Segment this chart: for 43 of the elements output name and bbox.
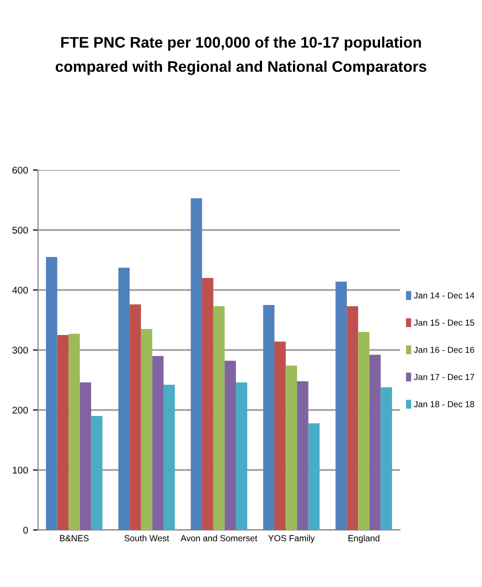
bar <box>91 416 102 530</box>
legend-label: Jan 16 - Dec 16 <box>414 346 474 353</box>
chart-title: FTE PNC Rate per 100,000 of the 10-17 population compared with Regional and National Comparators <box>56 36 426 76</box>
bar <box>164 384 175 530</box>
x-tick-label: YOS Family <box>268 534 315 544</box>
y-tick-label: 100 <box>12 466 28 474</box>
x-tick-label: B&NES <box>60 535 89 542</box>
bar <box>346 306 358 530</box>
y-tick-label: 0 <box>23 526 28 534</box>
bar <box>336 282 347 530</box>
bar <box>263 305 274 530</box>
bar <box>80 382 92 530</box>
bar <box>308 423 320 530</box>
bar <box>286 366 298 530</box>
bar <box>358 332 370 530</box>
bar <box>140 329 152 530</box>
bar <box>202 278 214 530</box>
bar <box>274 342 286 530</box>
legend-label: Jan 17 - Dec 17 <box>414 374 474 380</box>
bar <box>46 257 58 530</box>
y-tick-label: 600 <box>12 166 28 174</box>
x-tick-label: South West <box>124 534 170 542</box>
x-tick-label: England <box>348 534 380 544</box>
y-tick-label: 500 <box>12 226 28 234</box>
y-tick-label: 300 <box>12 346 28 354</box>
bar <box>190 198 202 530</box>
bar <box>213 306 225 530</box>
bar <box>57 335 69 530</box>
bar <box>380 387 392 530</box>
bar <box>369 354 381 530</box>
y-tick-label: 200 <box>12 406 28 414</box>
legend-label: Jan 18 - Dec 18 <box>414 401 474 408</box>
legend-label: Jan 15 - Dec 15 <box>414 320 474 326</box>
bar <box>118 268 130 530</box>
bar <box>152 356 164 530</box>
bar <box>236 382 248 530</box>
y-tick-label: 400 <box>12 286 28 294</box>
legend-label: Jan 14 - Dec 14 <box>414 292 474 298</box>
bar <box>68 334 80 530</box>
bar <box>297 381 308 530</box>
x-tick-label: Avon and Somerset <box>180 534 258 542</box>
bar <box>224 360 236 530</box>
bar <box>130 304 141 530</box>
